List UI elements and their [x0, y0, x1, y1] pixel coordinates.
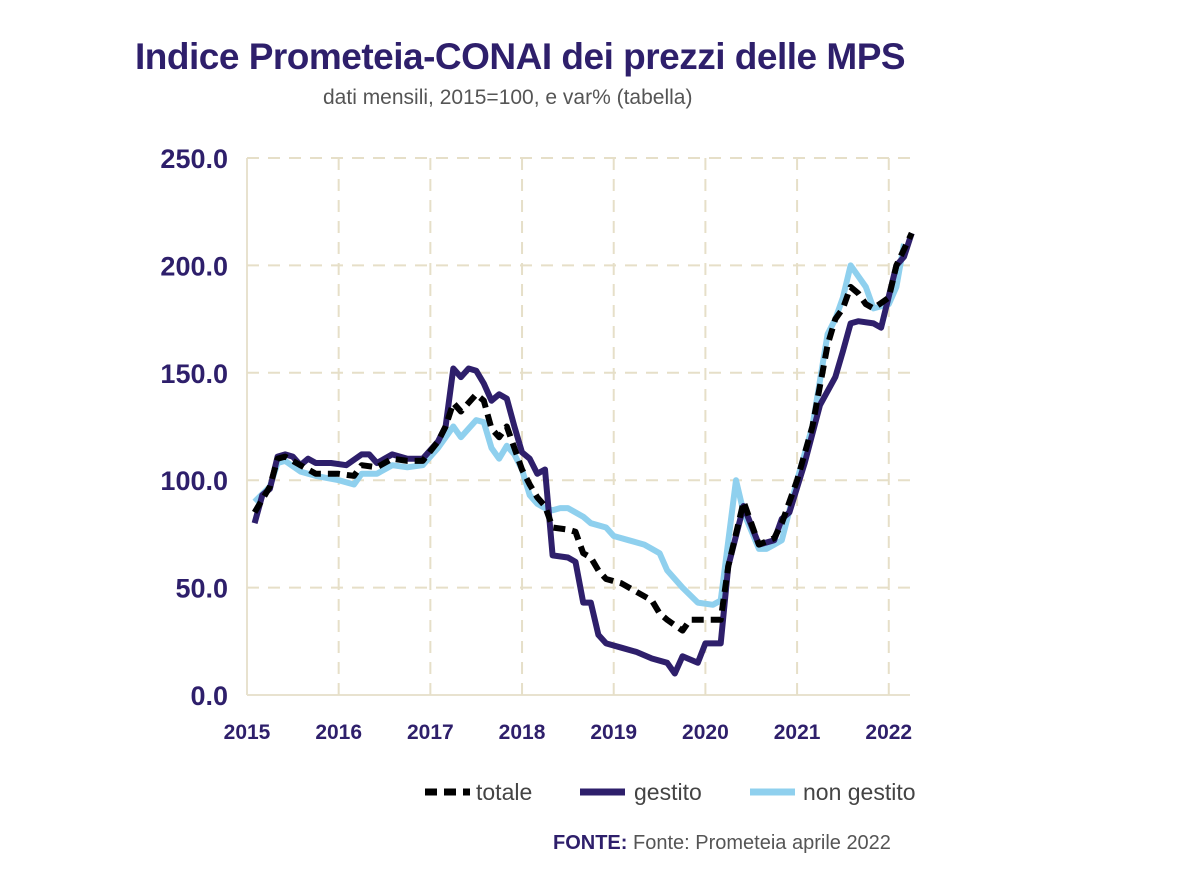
- legend-label-totale: totale: [476, 779, 532, 805]
- x-tick-label: 2020: [682, 721, 729, 744]
- legend-label-non-gestito: non gestito: [803, 779, 916, 805]
- y-tick-label: 200.0: [160, 251, 228, 281]
- y-tick-label: 150.0: [160, 359, 228, 389]
- x-tick-label: 2022: [865, 721, 912, 744]
- source-note: FONTE: Fonte: Prometeia aprile 2022: [553, 832, 891, 855]
- x-tick-label: 2019: [590, 721, 637, 744]
- x-tick-label: 2021: [774, 721, 821, 744]
- source-label: FONTE:: [553, 832, 628, 854]
- chart-subtitle: dati mensili, 2015=100, e var% (tabella): [323, 86, 693, 109]
- y-tick-label: 0.0: [190, 681, 228, 711]
- series-line-gestito: [251, 232, 915, 677]
- y-tick-label: 50.0: [175, 574, 228, 604]
- chart-title: Indice Prometeia-CONAI dei prezzi delle …: [135, 36, 906, 77]
- series-line-totale: [252, 231, 915, 634]
- y-tick-label: 100.0: [160, 466, 228, 496]
- x-tick-label: 2016: [315, 721, 362, 744]
- x-tick-label: 2015: [224, 721, 271, 744]
- source-text: Fonte: Prometeia aprile 2022: [633, 832, 891, 854]
- x-tick-label: 2018: [499, 721, 546, 744]
- x-tick-label: 2017: [407, 721, 454, 744]
- legend-label-gestito: gestito: [634, 779, 702, 805]
- y-tick-label: 250.0: [160, 144, 228, 174]
